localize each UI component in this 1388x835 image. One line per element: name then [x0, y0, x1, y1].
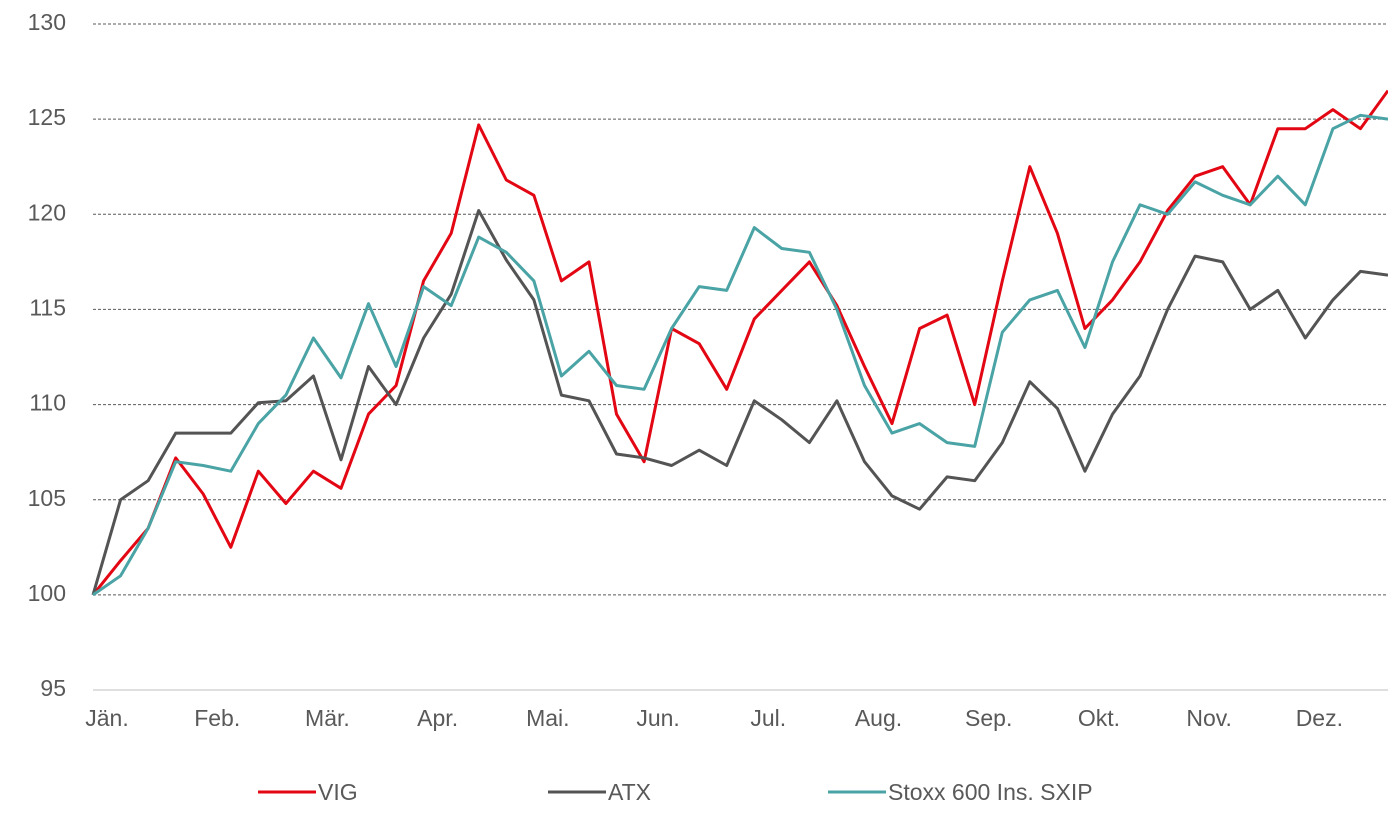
x-tick-label: Jun.	[636, 705, 679, 731]
x-tick-label: Okt.	[1078, 705, 1120, 731]
x-tick-label: Nov.	[1186, 705, 1232, 731]
y-tick-label: 115	[29, 295, 66, 321]
legend-label: Stoxx 600 Ins. SXIP	[888, 779, 1093, 805]
x-tick-label: Feb.	[194, 705, 240, 731]
x-tick-label: Sep.	[965, 705, 1012, 731]
series-line	[91, 209, 1388, 596]
y-tick-label: 100	[28, 580, 66, 606]
y-tick-label: 130	[28, 9, 66, 35]
y-tick-label: 95	[40, 675, 66, 701]
x-tick-label: Mai.	[526, 705, 569, 731]
series-line	[92, 113, 1388, 597]
y-tick-label: 120	[28, 199, 66, 225]
x-tick-label: Jän.	[85, 705, 128, 731]
x-tick-label: Apr.	[417, 705, 458, 731]
x-tick-label: Dez.	[1296, 705, 1343, 731]
x-tick-label: Aug.	[855, 705, 902, 731]
x-tick-label: Jul.	[750, 705, 786, 731]
x-tick-label: Mär.	[305, 705, 350, 731]
y-tick-label: 105	[28, 485, 66, 511]
legend-label: VIG	[318, 779, 358, 805]
legend-label: ATX	[608, 779, 651, 805]
y-tick-label: 110	[29, 390, 66, 416]
series-line	[91, 89, 1388, 596]
y-tick-label: 125	[28, 104, 66, 130]
